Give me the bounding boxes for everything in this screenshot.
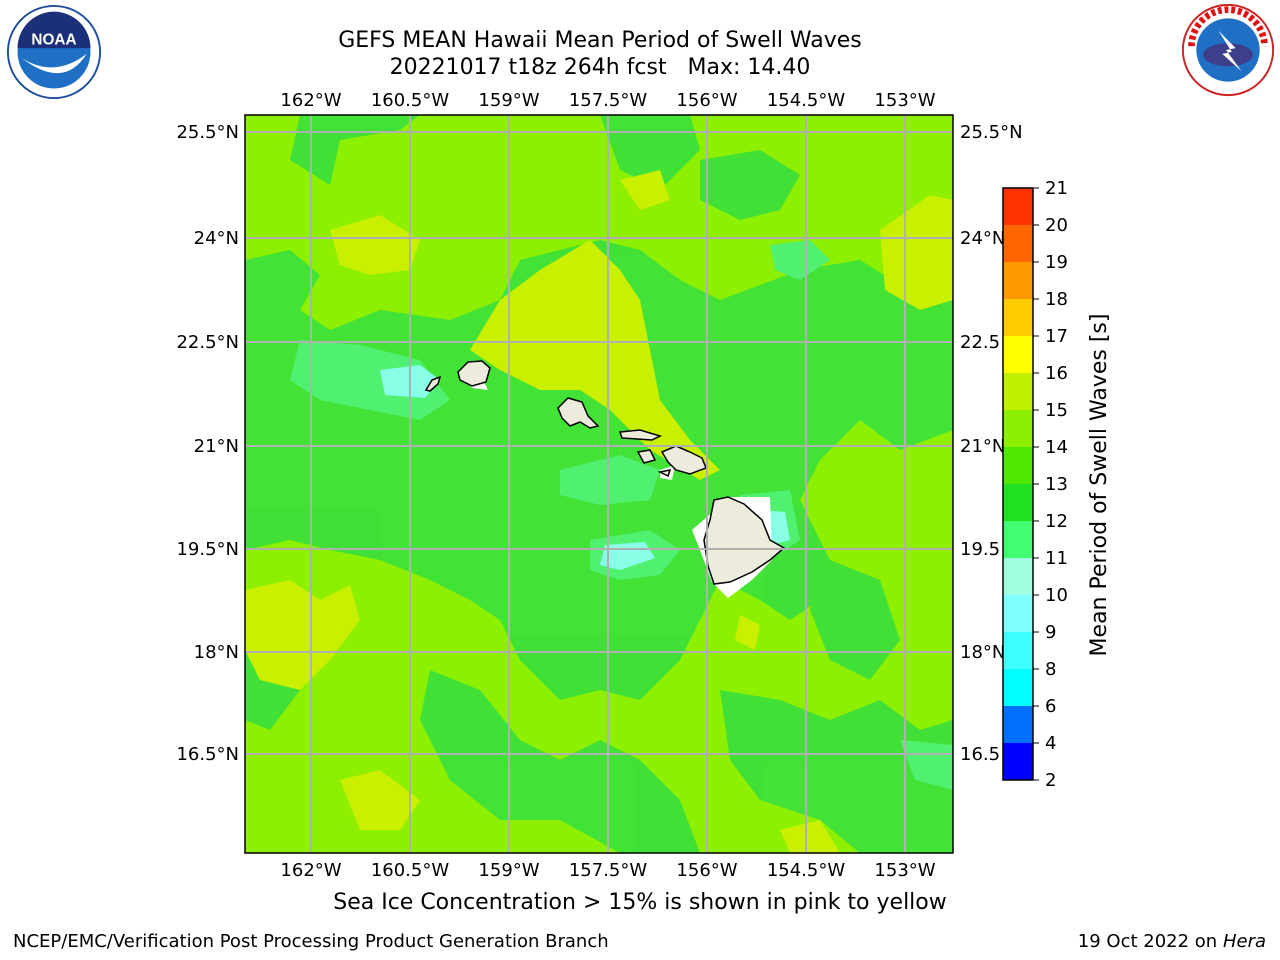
colorbar-label: Mean Period of Swell Waves [s] — [1087, 314, 1112, 657]
noaa-logo: NOAA — [6, 4, 102, 100]
colorbar-segment — [1003, 262, 1033, 300]
lon-label-bottom: 153°W — [874, 860, 935, 881]
lat-label-left: 16.5°N — [176, 744, 239, 765]
colorbar-tick-label: 20 — [1045, 215, 1068, 236]
lon-label-top: 159°W — [478, 90, 539, 111]
colorbar-tick-label: 6 — [1045, 696, 1056, 717]
colorbar-segment — [1003, 299, 1033, 337]
lat-label-left: 21°N — [194, 436, 239, 457]
colorbar-tick-label: 17 — [1045, 326, 1068, 347]
colorbar-tick-label: 12 — [1045, 511, 1068, 532]
colorbar-tick-label: 21 — [1045, 178, 1068, 199]
island-lanai — [636, 449, 657, 464]
colorbar-tick-label: 18 — [1045, 289, 1068, 310]
colorbar-tick-label: 10 — [1045, 585, 1068, 606]
sea-ice-note: Sea Ice Concentration > 15% is shown in … — [333, 890, 947, 915]
chart-title: GEFS MEAN Hawaii Mean Period of Swell Wa… — [250, 27, 950, 81]
colorbar-tick-label: 13 — [1045, 474, 1068, 495]
lon-label-bottom: 162°W — [280, 860, 341, 881]
colorbar-segment — [1003, 447, 1033, 485]
colorbar-segment — [1003, 410, 1033, 448]
svg-text:NOAA: NOAA — [31, 31, 76, 48]
footer-date-text: 19 Oct 2022 on — [1077, 931, 1223, 952]
map-frame — [244, 114, 954, 854]
lon-label-top: 154.5°W — [767, 90, 846, 111]
title-line-1: GEFS MEAN Hawaii Mean Period of Swell Wa… — [338, 28, 862, 53]
lon-label-bottom: 160.5°W — [371, 860, 450, 881]
colorbar-segment — [1003, 225, 1033, 263]
colorbar-tick-label: 2 — [1045, 770, 1056, 791]
colorbar-segment — [1003, 743, 1033, 781]
colorbar-segment — [1003, 558, 1033, 596]
colorbar-segment — [1003, 595, 1033, 633]
swell-period-contours-14s — [245, 170, 953, 853]
colorbar-segment — [1003, 484, 1033, 522]
axis-labels: 162°W 162°W 160.5°W 160.5°W 159°W 159°W 157.5°… — [176, 90, 1022, 881]
colorbar-tick-label: 19 — [1045, 252, 1068, 273]
lon-label-top: 160.5°W — [371, 90, 450, 111]
lat-label-left: 18°N — [194, 642, 239, 663]
lat-label-right: 22.5 — [960, 332, 1000, 353]
island-molokai — [618, 429, 663, 441]
lat-label-left: 19.5°N — [176, 539, 239, 560]
lat-label-right: 24°N — [960, 228, 1005, 249]
lat-label-right: 21°N — [960, 436, 1005, 457]
lon-label-bottom: 159°W — [478, 860, 539, 881]
graticule — [245, 115, 953, 853]
colorbar-segment — [1003, 336, 1033, 374]
map-area — [245, 115, 953, 853]
colorbar-segment — [1003, 188, 1033, 226]
lat-label-left: 22.5°N — [176, 332, 239, 353]
colorbar: 2 4 6 8 9 10 11 12 13 14 15 16 17 18 19 20 21 — [1002, 178, 1068, 791]
colorbar-tick-label: 15 — [1045, 400, 1068, 421]
lon-label-bottom: 156°W — [676, 860, 737, 881]
island-kahoolawe — [657, 469, 672, 478]
lon-label-bottom: 154.5°W — [767, 860, 846, 881]
lat-label-right: 19.5 — [960, 539, 1000, 560]
nws-logo — [1181, 3, 1275, 97]
lon-label-top: 156°W — [676, 90, 737, 111]
colorbar-segment — [1003, 632, 1033, 670]
title-line-2: 20221017 t18z 264h fcst Max: 14.40 — [389, 55, 811, 80]
footer-branch: NCEP/EMC/Verification Post Processing Pr… — [13, 931, 609, 952]
lon-label-top: 153°W — [874, 90, 935, 111]
colorbar-tick-label: 9 — [1045, 622, 1056, 643]
island-hawaii — [703, 496, 786, 585]
colorbar-tick-label: 4 — [1045, 733, 1056, 754]
lon-label-bottom: 157.5°W — [569, 860, 648, 881]
lon-label-top: 162°W — [280, 90, 341, 111]
lat-label-left: 25.5°N — [176, 122, 239, 143]
lat-label-right: 25.5°N — [960, 122, 1023, 143]
lat-label-right: 18°N — [960, 642, 1005, 663]
island-niihau — [424, 375, 442, 392]
lat-label-left: 24°N — [194, 228, 239, 249]
colorbar-segment — [1003, 669, 1033, 707]
footer-date: 19 Oct 2022 on Hera — [1078, 931, 1266, 952]
colorbar-tick-label: 11 — [1045, 548, 1068, 569]
island-oahu — [557, 397, 600, 429]
colorbar-segment — [1003, 521, 1033, 559]
colorbar-tick-label: 16 — [1045, 363, 1068, 384]
islands — [424, 360, 786, 585]
lon-label-top: 157.5°W — [569, 90, 648, 111]
colorbar-segment — [1003, 373, 1033, 411]
colorbar-tick-label: 14 — [1045, 437, 1068, 458]
colorbar-segment — [1003, 706, 1033, 744]
lat-label-right: 16.5 — [960, 744, 1000, 765]
colorbar-tick-label: 8 — [1045, 659, 1056, 680]
island-kauai — [457, 360, 491, 387]
footer-host: Hera — [1222, 931, 1266, 952]
